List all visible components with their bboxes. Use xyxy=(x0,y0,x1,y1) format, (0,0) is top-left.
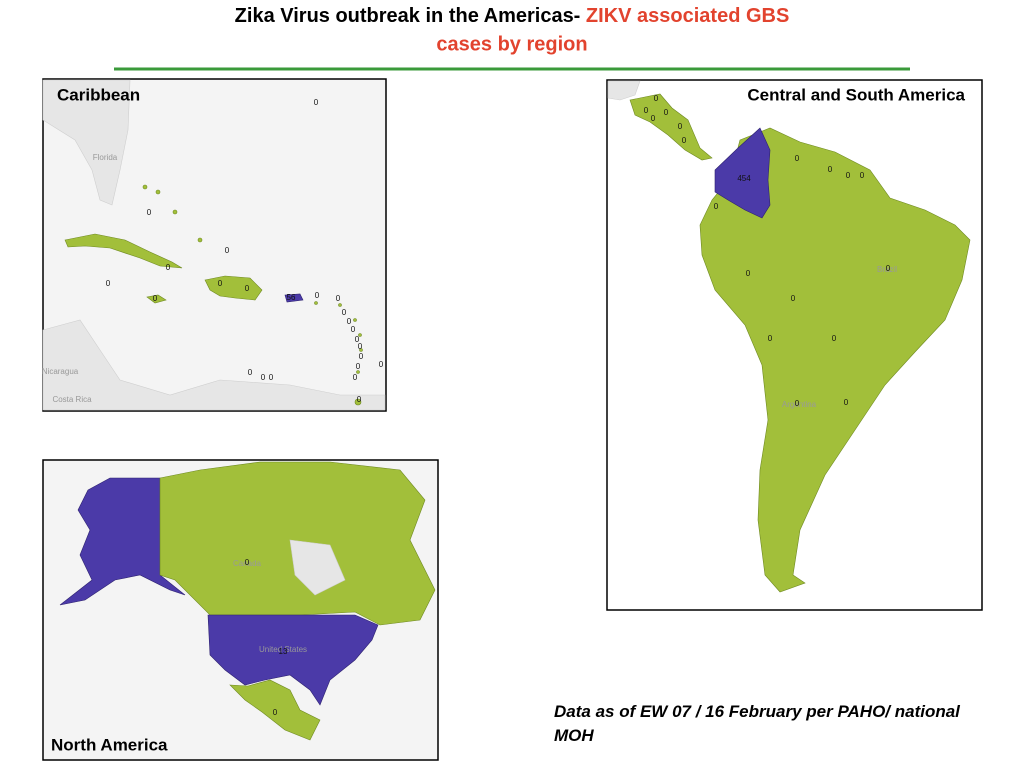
title: Zika Virus outbreak in the Americas- ZIK… xyxy=(235,5,790,27)
place-label: Brazil xyxy=(877,265,897,274)
case-count: 0 xyxy=(347,317,352,326)
case-count: 0 xyxy=(147,208,152,217)
case-count: 0 xyxy=(379,360,384,369)
mexico xyxy=(229,679,321,741)
place-label: Nicaragua xyxy=(42,367,79,376)
case-count: 56 xyxy=(287,293,296,302)
place-label: Florida xyxy=(93,153,118,162)
small-islands xyxy=(142,184,363,406)
case-count: 0 xyxy=(651,114,656,123)
case-count: 0 xyxy=(664,108,669,117)
case-count: 0 xyxy=(860,171,865,180)
place-label: Costa Rica xyxy=(52,395,92,404)
north-america-map: Canada United States 0 13 0 North Americ… xyxy=(42,459,439,761)
case-count: 0 xyxy=(351,325,356,334)
case-count: 0 xyxy=(682,136,687,145)
case-count: 0 xyxy=(153,294,158,303)
case-count: 0 xyxy=(357,395,362,404)
puerto-rico xyxy=(284,293,304,303)
map-title: Central and South America xyxy=(747,85,965,104)
case-count: 0 xyxy=(714,202,719,211)
note-box: Data as of EW 07 / 16 February per PAHO/… xyxy=(554,702,960,745)
jamaica xyxy=(146,294,167,304)
title-highlight-2: cases by region xyxy=(436,33,587,55)
place-label: Canada xyxy=(233,559,262,568)
title-main: Zika Virus outbreak in the Americas- xyxy=(235,5,581,27)
place-label: Argentina xyxy=(782,400,817,409)
case-count: 0 xyxy=(106,279,111,288)
land-grey xyxy=(42,79,131,206)
case-count: 0 xyxy=(828,165,833,174)
case-count: 0 xyxy=(359,352,364,361)
case-count: 0 xyxy=(273,708,278,717)
case-count: 0 xyxy=(218,279,223,288)
case-count: 13 xyxy=(279,647,288,656)
case-count: 0 xyxy=(245,284,250,293)
south-america xyxy=(699,127,971,593)
case-count: 0 xyxy=(746,269,751,278)
hispaniola xyxy=(204,275,263,301)
case-count: 0 xyxy=(336,294,341,303)
cuba xyxy=(64,233,183,269)
map-title: Caribbean xyxy=(57,85,140,104)
case-count: 0 xyxy=(795,154,800,163)
note: Data as of EW 07 / 16 February per PAHO/… xyxy=(554,702,960,745)
title-highlight: ZIKV associated GBS xyxy=(586,5,789,27)
central-south-america-map: Brazil Argentina 0 0 0 0 0 0 454 0 0 0 0… xyxy=(606,79,983,611)
place-label: United States xyxy=(259,645,307,654)
caribbean-map: Florida Nicaragua Costa Rica 0 0 0 0 0 0… xyxy=(42,78,387,412)
case-count: 0 xyxy=(355,335,360,344)
case-count: 0 xyxy=(314,98,319,107)
land-grey xyxy=(42,319,386,411)
land-grey xyxy=(607,80,641,101)
case-count: 0 xyxy=(342,308,347,317)
case-count: 0 xyxy=(261,373,266,382)
case-count: 0 xyxy=(644,106,649,115)
case-count: 0 xyxy=(225,246,230,255)
case-count: 454 xyxy=(737,174,751,183)
case-count: 0 xyxy=(886,264,891,273)
case-count: 0 xyxy=(832,334,837,343)
case-count: 0 xyxy=(844,398,849,407)
case-count: 0 xyxy=(315,291,320,300)
case-count: 0 xyxy=(791,294,796,303)
case-count: 0 xyxy=(795,399,800,408)
case-count: 0 xyxy=(846,171,851,180)
united-states xyxy=(207,614,379,706)
case-count: 0 xyxy=(166,263,171,272)
hudson-bay xyxy=(289,539,346,596)
case-count: 0 xyxy=(678,122,683,131)
case-count: 0 xyxy=(654,94,659,103)
case-count: 0 xyxy=(358,342,363,351)
case-count: 0 xyxy=(269,373,274,382)
central-america xyxy=(629,93,713,161)
case-count: 0 xyxy=(356,362,361,371)
case-count: 0 xyxy=(248,368,253,377)
colombia xyxy=(714,127,771,219)
case-count: 0 xyxy=(245,558,250,567)
case-count: 0 xyxy=(768,334,773,343)
map-title: North America xyxy=(51,735,168,754)
case-count: 0 xyxy=(353,373,358,382)
